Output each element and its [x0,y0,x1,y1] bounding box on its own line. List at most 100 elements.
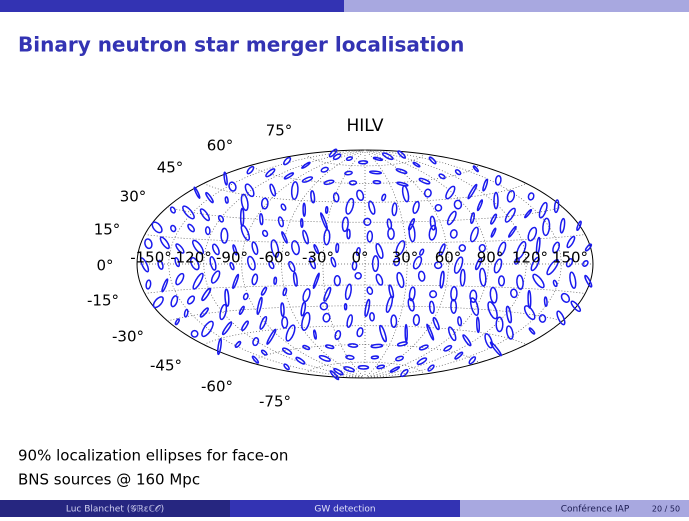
localisation-ellipse [201,287,212,302]
localisation-ellipse [221,321,233,336]
localisation-ellipse [334,330,342,341]
localisation-ellipse [144,238,153,250]
localisation-ellipse [472,165,479,173]
localisation-ellipse [152,296,164,309]
localisation-ellipse [427,364,435,372]
localisation-ellipse [388,284,395,299]
localisation-ellipse [381,193,387,202]
localisation-ellipse [470,212,475,225]
localisation-ellipse [273,276,278,286]
localisation-ellipse [408,286,416,302]
latitude-label: 30° [120,188,147,206]
localisation-ellipse [261,229,269,238]
localisation-ellipse [346,314,354,329]
localisation-ellipse [445,185,456,200]
localisation-ellipse [375,243,384,259]
localisation-ellipse [371,255,380,273]
localisation-ellipse [379,324,387,343]
localisation-ellipse [438,243,446,257]
localisation-ellipse [515,240,527,260]
localisation-ellipse [186,295,196,305]
localisation-ellipse [390,314,398,329]
localisation-ellipse [329,370,340,381]
localisation-ellipse [505,325,514,340]
localisation-ellipse [300,301,307,317]
longitude-label: 150° [552,249,588,267]
localisation-ellipse [467,183,478,200]
localisation-ellipse [476,199,484,212]
localisation-ellipse [277,216,285,228]
localisation-ellipse [479,267,487,287]
parallel [305,361,425,375]
localisation-ellipse [251,355,260,364]
localisation-ellipse [145,279,152,290]
localisation-ellipse [161,278,169,293]
localisation-ellipse [400,368,409,378]
top-bar-right [344,0,689,12]
localisation-ellipse [323,179,335,186]
localisation-ellipse [328,148,338,158]
localisation-ellipse [530,256,540,272]
localisation-ellipse [319,212,329,230]
parallel [305,153,425,167]
localisation-ellipse [292,271,298,287]
localisation-ellipse [356,327,364,338]
localisation-ellipse [170,224,177,233]
localisation-ellipse [457,316,463,327]
localisation-ellipse [454,169,462,176]
localisation-ellipse [246,165,255,175]
localisation-ellipse [223,171,228,186]
localisation-ellipse [319,301,329,311]
localisation-ellipse [559,217,566,234]
localisation-ellipse [239,207,245,227]
localisation-ellipse [169,206,176,214]
parallel [167,305,563,322]
parallel [144,234,586,244]
localisation-ellipse [219,303,228,321]
localisation-ellipse [310,190,316,204]
localisation-ellipse [238,305,245,315]
localisation-ellipse [582,260,589,267]
localisation-ellipse [266,328,277,345]
localisation-ellipse [151,221,163,234]
localisation-ellipse [370,355,380,360]
localisation-ellipse [532,273,545,289]
localisation-ellipse [372,156,384,162]
footer-right [460,500,689,517]
parallel [167,206,563,223]
localisation-ellipse [433,261,443,270]
localisation-ellipse [443,344,453,352]
localisation-ellipse [283,156,292,166]
localisation-ellipse [396,271,405,289]
localisation-ellipse [246,255,256,271]
localisation-ellipse [159,236,170,250]
localisation-ellipse [493,258,503,274]
longitude-label: -150° [130,249,172,267]
localisation-ellipse [538,201,548,219]
localisation-ellipse [516,274,524,290]
meridian [168,149,366,379]
localisation-ellipse [493,191,499,210]
localisation-ellipse [474,257,483,271]
latitude-label: 45° [157,159,184,177]
localisation-ellipse [217,214,225,223]
meridian [364,149,562,379]
meridian [364,149,527,379]
localisation-ellipse [260,349,268,356]
localisation-ellipse [449,229,458,239]
localisation-ellipse [506,189,516,203]
localisation-ellipse [538,314,547,323]
localisation-ellipse [343,366,355,373]
localisation-ellipse [211,243,220,256]
localisation-ellipse [259,212,264,226]
localisation-ellipse [462,334,472,347]
localisation-ellipse [408,223,416,243]
localisation-ellipse [333,367,344,376]
footer-topic: GW detection [314,505,375,515]
longitude-label: -60° [259,249,291,267]
localisation-ellipse [370,343,384,349]
localisation-ellipse [446,210,457,226]
localisation-ellipse [393,257,401,267]
localisation-ellipse [332,192,340,203]
localisation-ellipse [487,301,498,320]
